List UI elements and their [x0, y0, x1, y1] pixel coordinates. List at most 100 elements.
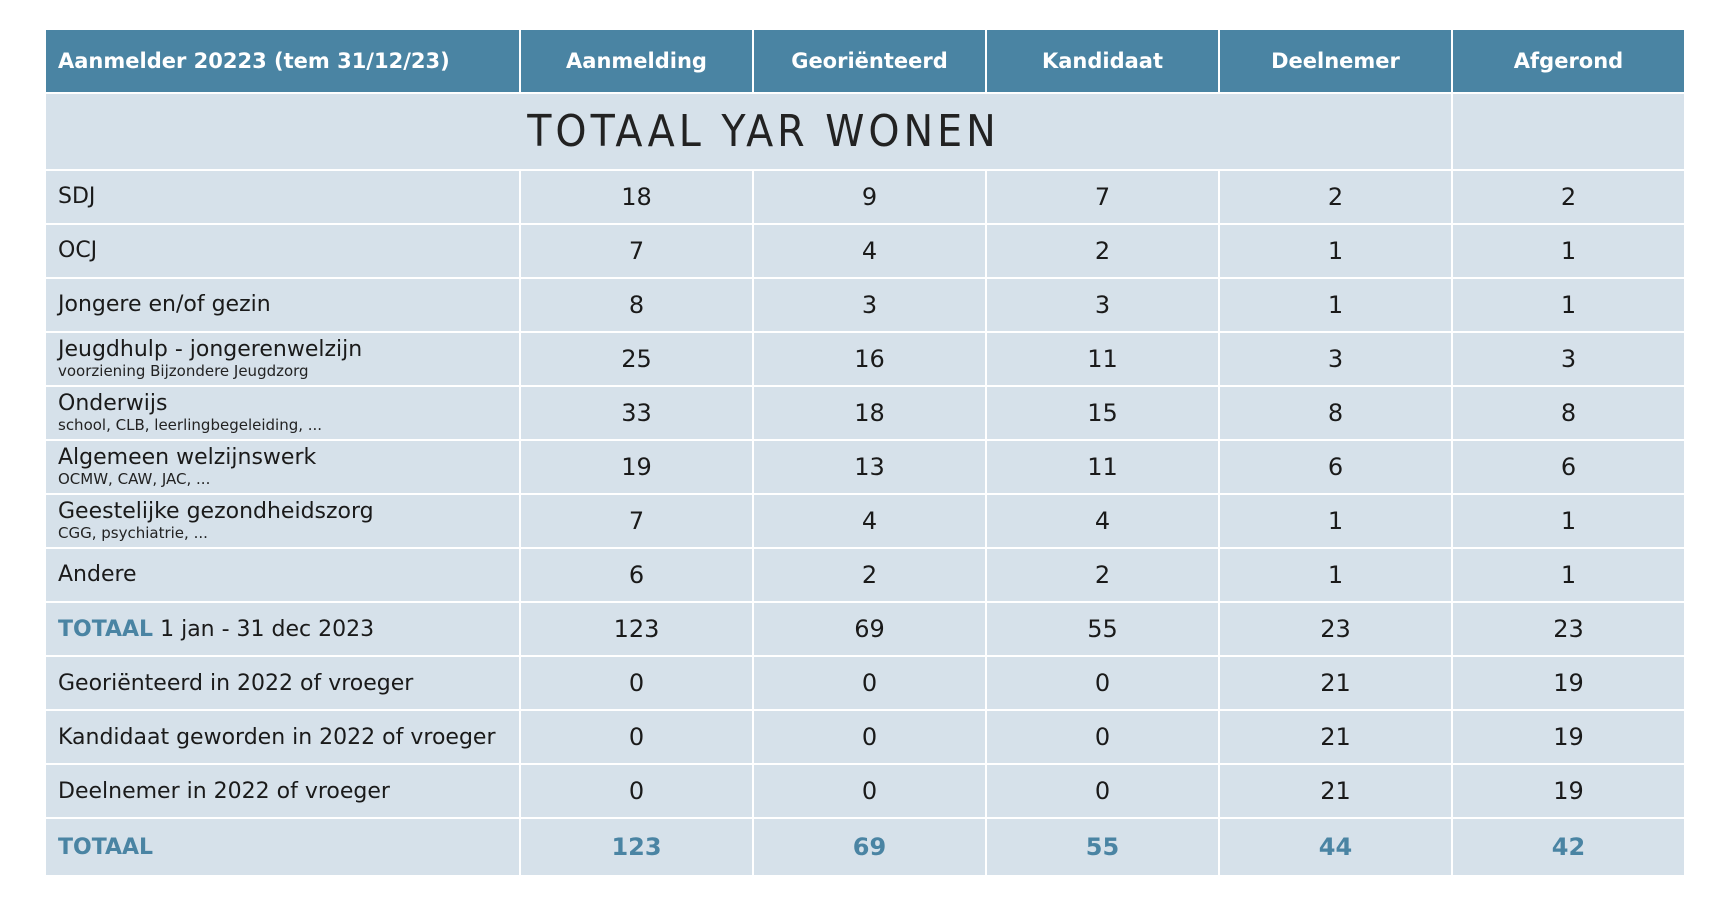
value-cell: 8: [1218, 385, 1453, 441]
grand-total-value-cell: 55: [985, 817, 1220, 877]
value-cell: 6: [1451, 439, 1686, 495]
subtotal-row: TOTAAL 1 jan - 31 dec 2023 123 69 55 23 23: [44, 601, 1686, 657]
value-cell: 6: [519, 547, 754, 603]
title-empty-cell: [1451, 92, 1686, 171]
grand-total-value-cell: 42: [1451, 817, 1686, 877]
row-label: Onderwijs: [58, 391, 168, 416]
value-cell: 16: [752, 331, 987, 387]
value-cell: 2: [985, 223, 1220, 279]
value-cell: 2: [1451, 169, 1686, 225]
value-cell: 3: [752, 277, 987, 333]
value-cell: 1: [1451, 547, 1686, 603]
value-cell: 2: [752, 547, 987, 603]
prior-value-cell: 21: [1218, 655, 1453, 711]
row-label-cell: Jongere en/of gezin: [44, 277, 521, 333]
row-label: Jeugdhulp - jongerenwelzijn: [58, 337, 363, 362]
row-label: SDJ: [58, 184, 96, 209]
table-row: Algemeen welzijnswerk OCMW, CAW, JAC, ...…: [44, 439, 1686, 495]
row-label: Andere: [58, 562, 137, 587]
title-cell: TOTAAL YAR WONEN: [44, 92, 1453, 171]
row-label: Geestelijke gezondheidszorg: [58, 499, 374, 524]
value-cell: 1: [1451, 223, 1686, 279]
value-cell: 15: [985, 385, 1220, 441]
value-cell: 8: [519, 277, 754, 333]
prior-value-cell: 0: [519, 655, 754, 711]
prior-row-label: Deelnemer in 2022 of vroeger: [44, 763, 521, 819]
grand-total-row: TOTAAL 123 69 55 44 42: [44, 817, 1686, 877]
grand-total-value-cell: 123: [519, 817, 754, 877]
table-row: SDJ 18 9 7 2 2: [44, 169, 1686, 225]
value-cell: 1: [1218, 223, 1453, 279]
grand-total-value-cell: 44: [1218, 817, 1453, 877]
value-cell: 1: [1218, 277, 1453, 333]
row-label-cell: Algemeen welzijnswerk OCMW, CAW, JAC, ...: [44, 439, 521, 495]
subtotal-value-cell: 123: [519, 601, 754, 657]
prior-value-cell: 19: [1451, 709, 1686, 765]
prior-value-cell: 0: [519, 709, 754, 765]
row-label: Algemeen welzijnswerk: [58, 445, 317, 470]
header-aanmelding: Aanmelding: [519, 28, 754, 94]
table-row: Onderwijs school, CLB, leerlingbegeleidin…: [44, 385, 1686, 441]
header-georienteerd: Georiënteerd: [752, 28, 987, 94]
row-sublabel: CGG, psychiatrie, ...: [58, 524, 208, 542]
value-cell: 1: [1218, 547, 1453, 603]
value-cell: 4: [752, 223, 987, 279]
prior-value-cell: 0: [985, 709, 1220, 765]
prior-value-cell: 0: [752, 655, 987, 711]
subtotal-value-cell: 23: [1218, 601, 1453, 657]
subtotal-value-cell: 69: [752, 601, 987, 657]
prior-row: Kandidaat geworden in 2022 of vroeger 0 0 0…: [44, 709, 1686, 765]
row-sublabel: school, CLB, leerlingbegeleiding, ...: [58, 416, 323, 434]
header-aanmelder: Aanmelder 20223 (tem 31/12/23): [44, 28, 521, 94]
value-cell: 25: [519, 331, 754, 387]
prior-value-cell: 0: [519, 763, 754, 819]
prior-value-cell: 19: [1451, 655, 1686, 711]
value-cell: 4: [985, 493, 1220, 549]
row-label-cell: Geestelijke gezondheidszorg CGG, psychiat…: [44, 493, 521, 549]
yar-wonen-table: TOTAAL YAR WONEN Aanmelder 20223 (tem 31…: [44, 28, 1686, 877]
header-deelnemer: Deelnemer: [1218, 28, 1453, 94]
value-cell: 18: [519, 169, 754, 225]
prior-row-label: Georiënteerd in 2022 of vroeger: [44, 655, 521, 711]
value-cell: 2: [985, 547, 1220, 603]
table-row: Jongere en/of gezin 8 3 3 1 1: [44, 277, 1686, 333]
table-row: OCJ 7 4 2 1 1: [44, 223, 1686, 279]
prior-value-cell: 0: [752, 763, 987, 819]
subtotal-value-cell: 55: [985, 601, 1220, 657]
value-cell: 4: [752, 493, 987, 549]
header-kandidaat: Kandidaat: [985, 28, 1220, 94]
value-cell: 13: [752, 439, 987, 495]
prior-value-cell: 21: [1218, 709, 1453, 765]
value-cell: 3: [1218, 331, 1453, 387]
value-cell: 7: [519, 223, 754, 279]
prior-row-label: Kandidaat geworden in 2022 of vroeger: [44, 709, 521, 765]
prior-value-cell: 21: [1218, 763, 1453, 819]
grand-total-label: TOTAAL: [44, 817, 521, 877]
row-label-cell: Andere: [44, 547, 521, 603]
value-cell: 19: [519, 439, 754, 495]
value-cell: 1: [1451, 277, 1686, 333]
subtotal-value-cell: 23: [1451, 601, 1686, 657]
header-row: Aanmelder 20223 (tem 31/12/23) Aanmeldin…: [44, 28, 1686, 94]
value-cell: 2: [1218, 169, 1453, 225]
header-afgerond: Afgerond: [1451, 28, 1686, 94]
subtotal-label-period: 1 jan - 31 dec 2023: [153, 616, 375, 642]
value-cell: 11: [985, 439, 1220, 495]
prior-row: Deelnemer in 2022 of vroeger 0 0 0 21 19: [44, 763, 1686, 819]
subtotal-label-bold: TOTAAL: [58, 616, 154, 642]
prior-row: Georiënteerd in 2022 of vroeger 0 0 0 21 19: [44, 655, 1686, 711]
row-sublabel: voorziening Bijzondere Jeugdzorg: [58, 362, 309, 380]
page-title: TOTAAL YAR WONEN: [527, 106, 1000, 157]
row-label-cell: OCJ: [44, 223, 521, 279]
row-label: Jongere en/of gezin: [58, 292, 271, 317]
value-cell: 6: [1218, 439, 1453, 495]
value-cell: 3: [985, 277, 1220, 333]
prior-value-cell: 19: [1451, 763, 1686, 819]
value-cell: 1: [1451, 493, 1686, 549]
row-sublabel: OCMW, CAW, JAC, ...: [58, 470, 211, 488]
row-label-cell: SDJ: [44, 169, 521, 225]
subtotal-label-cell: TOTAAL 1 jan - 31 dec 2023: [44, 601, 521, 657]
value-cell: 7: [985, 169, 1220, 225]
value-cell: 1: [1218, 493, 1453, 549]
value-cell: 3: [1451, 331, 1686, 387]
